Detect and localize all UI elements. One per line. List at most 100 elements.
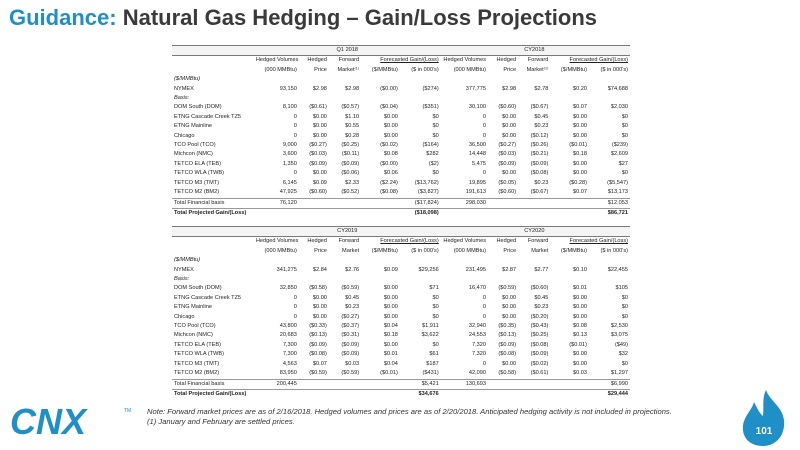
table-cell: ($0.08) <box>530 170 549 177</box>
table-cell: $0.00 <box>573 123 588 130</box>
table-cell: $0.00 <box>312 304 327 311</box>
table-cell: 32,850 <box>279 285 297 292</box>
table-cell: 0 <box>482 304 487 311</box>
table-cell: $0.00 <box>502 170 517 177</box>
period-label: CY2018 <box>440 44 630 57</box>
table-row: Michcon (NMC) 3,600 ($0.03) ($0.11) $0.08 $28… <box>172 150 630 159</box>
table-cell <box>550 197 590 209</box>
trademark: TM <box>124 408 131 414</box>
column-subheader: Price <box>314 66 327 73</box>
table-cell: $0.00 <box>312 132 327 139</box>
table-cell: ($0.28) <box>569 179 588 186</box>
table-cell: $0.00 <box>383 341 398 348</box>
blank-cell <box>172 56 256 66</box>
column-subheader: ($/MMBtu) <box>560 66 588 73</box>
table-row: TCO Pool (TCO) 9,000 ($0.27) ($0.25) ($0.02)… <box>172 141 630 150</box>
table-row: DOM South (DOM) 32,850 ($0.58) ($0.59) $0.00… <box>172 284 630 293</box>
column-subheader: ($ in 000's) <box>411 247 439 254</box>
table-cell: $0 <box>432 304 439 311</box>
table-row: Chicago 0 $0.00 ($0.27) $0.00 $0 0 $0.00 ($0.20)… <box>172 313 630 322</box>
table-cell <box>488 197 519 209</box>
row-label: ETNG Cascade Creek TZ5 <box>174 113 242 120</box>
table-cell: $0.07 <box>573 104 588 111</box>
table-cell: 0 <box>293 123 297 130</box>
row-label: TETCO ELA (TEB) <box>174 160 221 167</box>
row-label: NYMEX <box>174 266 194 273</box>
table-cell: $71 <box>429 285 439 292</box>
table-cell: 0 <box>293 170 297 177</box>
column-subheader: Market⁽¹⁾ <box>526 66 549 73</box>
table-cell: ($0.25) <box>530 332 549 339</box>
table-cell: $0 <box>432 294 439 301</box>
table-cell: $0.20 <box>573 85 588 92</box>
table-cell: ($0.09) <box>341 341 360 348</box>
table-cell <box>518 378 551 390</box>
table-cell: $0.08 <box>383 151 398 158</box>
table-cell: 7,320 <box>472 341 487 348</box>
column-subheader: Market <box>531 247 549 254</box>
table-row: NYMEX 341,275 $2.84 $2.76 $0.09 $29,256 231,49… <box>172 266 630 275</box>
column-header: Forward <box>338 238 360 245</box>
row-label: TCO Pool (TCO) <box>174 323 216 330</box>
table-cell: $0.00 <box>573 294 588 301</box>
table-cell: $0.00 <box>383 294 398 301</box>
table-cell: ($0.35) <box>498 323 517 330</box>
column-subheader: (000 MMBtu) <box>264 66 297 73</box>
table-cell: 30,100 <box>468 104 487 111</box>
column-header: Forward <box>527 57 549 64</box>
table-cell: $22,455 <box>607 266 628 273</box>
table-cell: $13,173 <box>607 189 628 196</box>
cnx-logo: CNX TM <box>10 401 131 440</box>
table-cell: ($0.09) <box>530 160 549 167</box>
table-cell: $2.98 <box>312 85 327 92</box>
table-cell: $0 <box>621 132 628 139</box>
column-header: Forward <box>527 238 549 245</box>
table-row: Chicago 0 $0.00 $0.28 $0.00 $0 0 $0.00 ($0.12) $0… <box>172 132 630 141</box>
total-label: Total Projected Gain/(Loss) <box>172 388 400 400</box>
table-row: TETCO WLA (TWB) 7,300 ($0.08) ($0.09) $0.01 $… <box>172 350 630 359</box>
column-header: Hedged Volumes <box>255 57 299 64</box>
table-cell: 377,775 <box>465 85 487 92</box>
table-cell: $105 <box>615 285 628 292</box>
table-cell: $6,990 <box>589 378 630 390</box>
table-cell: $3,075 <box>610 332 628 339</box>
column-header: Hedged Volumes <box>443 57 487 64</box>
table-cell: ($164) <box>422 142 439 149</box>
row-label: TETCO ELA (TEB) <box>174 341 221 348</box>
blank-cell <box>172 247 256 256</box>
table-cell: $0.03 <box>345 360 360 367</box>
table-cell <box>550 378 590 390</box>
table-cell: 8,100 <box>282 104 297 111</box>
table-cell: ($0.21) <box>530 151 549 158</box>
table-cell: ($0.43) <box>530 323 549 330</box>
column-header: Hedged <box>496 57 517 64</box>
units-row: ($/MMBtu) <box>172 256 630 265</box>
table-cell: 42,090 <box>468 370 487 377</box>
table-cell: $0.45 <box>345 294 360 301</box>
table-cell: $0.00 <box>502 132 517 139</box>
table-cell: $0.13 <box>573 332 588 339</box>
column-subheader: ($ in 000's) <box>600 247 629 254</box>
table-cell: $0.00 <box>573 170 588 177</box>
table-cell: $74,688 <box>607 85 628 92</box>
table-cell: $0.07 <box>312 360 327 367</box>
table-cell: ($0.59) <box>498 285 517 292</box>
table-cell: ($239) <box>611 142 628 149</box>
table-cell: ($0.01) <box>569 142 588 149</box>
column-subheader: Market⁽¹⁾ <box>337 66 360 73</box>
basis-label: Basis: <box>174 276 190 283</box>
table-cell: $2.33 <box>345 179 360 186</box>
table-cell: 20,683 <box>279 332 297 339</box>
table-cell: $0.01 <box>383 351 398 358</box>
column-header: Forecasted Gain/(Loss) <box>569 57 628 64</box>
table-cell: 3,600 <box>282 151 297 158</box>
table-cell: $0 <box>432 341 439 348</box>
table-cell: $3,622 <box>421 332 439 339</box>
table-cell: 0 <box>482 123 487 130</box>
table-row: TETCO ELA (TEB) 1,350 ($0.09) ($0.09) ($0.00… <box>172 160 630 169</box>
table-cell: ($0.60) <box>309 189 327 196</box>
table-cell: ($0.00) <box>380 85 398 92</box>
table-cell: $0 <box>432 113 439 120</box>
table-cell: $0.00 <box>502 294 517 301</box>
table-cell: ($0.61) <box>309 104 327 111</box>
